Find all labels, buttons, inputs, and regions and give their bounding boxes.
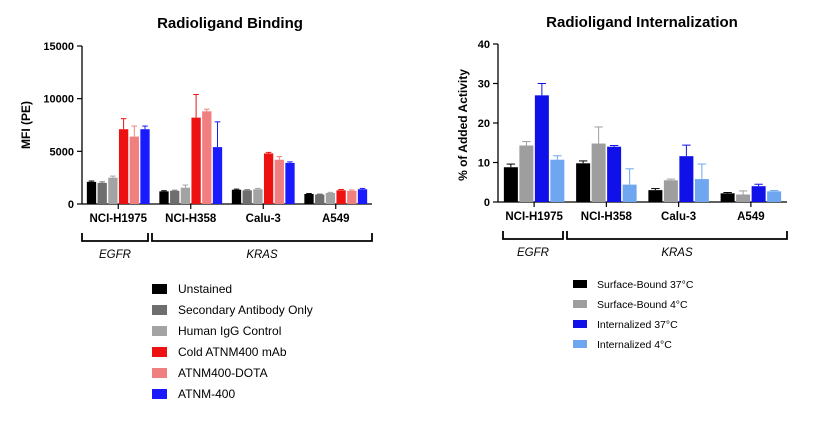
bar-nci-h358-s3 xyxy=(180,187,191,204)
y-tick-label: 5000 xyxy=(50,146,74,158)
y-tick-label: 15000 xyxy=(43,41,74,53)
bar-nci-h358-s2 xyxy=(170,190,180,204)
bar-a549-s4 xyxy=(767,191,782,202)
bar-nci-h358-s3 xyxy=(607,146,622,202)
chart-title: Radioligand Internalization xyxy=(546,14,738,31)
legend-label: Cold ATNM400 mAb xyxy=(178,345,287,359)
legend-label: Unstained xyxy=(178,282,232,296)
bar-nci-h1975-s2 xyxy=(519,145,534,202)
bar-a549-s4 xyxy=(336,190,346,204)
legend-label: Surface-Bound 4°C xyxy=(597,299,688,311)
bar-a549-s1 xyxy=(304,193,314,204)
legend-swatch xyxy=(152,368,167,378)
bar-nci-h1975-s2 xyxy=(97,182,107,204)
legend-label: Secondary Antibody Only xyxy=(178,303,313,317)
bar-nci-h358-s1 xyxy=(576,163,591,202)
bar-nci-h1975-s6 xyxy=(140,129,150,204)
group-bracket xyxy=(151,233,373,242)
y-tick-label: 0 xyxy=(68,199,74,211)
group-label: KRAS xyxy=(246,249,278,261)
bar-a549-s5 xyxy=(347,190,357,204)
y-tick-label: 30 xyxy=(478,79,490,91)
bar-calu-3-s2 xyxy=(242,190,252,204)
x-tick-label: NCI-H1975 xyxy=(89,213,147,225)
legend-swatch xyxy=(573,280,587,288)
x-tick-label: Calu-3 xyxy=(661,211,696,223)
bar-nci-h358-s4 xyxy=(622,184,637,202)
bar-nci-h1975-s3 xyxy=(108,177,118,204)
bar-nci-h1975-s5 xyxy=(129,136,139,204)
legend-label: ATNM400-DOTA xyxy=(178,366,268,380)
x-tick-label: NCI-H358 xyxy=(581,211,633,223)
bar-calu-3-s4 xyxy=(263,153,274,204)
bar-calu-3-s1 xyxy=(648,190,663,202)
bar-calu-3-s3 xyxy=(679,156,694,202)
group-bracket xyxy=(502,231,564,240)
bar-nci-h358-s4 xyxy=(191,117,201,204)
bar-nci-h358-s6 xyxy=(212,147,223,204)
bar-calu-3-s6 xyxy=(285,162,295,204)
legend-label: Surface-Bound 37°C xyxy=(597,279,694,291)
bar-nci-h1975-s3 xyxy=(534,95,549,202)
bar-calu-3-s2 xyxy=(663,180,678,202)
y-tick-label: 10000 xyxy=(43,94,74,106)
x-tick-label: A549 xyxy=(322,213,350,225)
y-axis-label: % of Added Activity xyxy=(456,69,470,181)
y-tick-label: 40 xyxy=(478,39,490,51)
bar-calu-3-s3 xyxy=(253,189,263,204)
bar-a549-s6 xyxy=(357,189,368,204)
group-label: KRAS xyxy=(661,247,693,259)
legend-swatch xyxy=(152,284,167,294)
bar-calu-3-s1 xyxy=(231,189,242,204)
bar-a549-s3 xyxy=(325,192,336,204)
x-tick-label: NCI-H358 xyxy=(165,213,217,225)
legend-swatch xyxy=(152,326,167,336)
legend-label: ATNM-400 xyxy=(178,387,235,401)
bar-nci-h1975-s4 xyxy=(118,129,129,204)
chart-1: Radioligand Binding MFI (PE) 0 5000 10000 150… xyxy=(19,15,373,401)
bar-calu-3-s5 xyxy=(274,159,284,204)
legend: Surface-Bound 37°C Surface-Bound 4°C Inter… xyxy=(573,279,694,351)
bar-nci-h1975-s4 xyxy=(550,159,565,202)
group-bracket xyxy=(81,233,149,242)
bar-a549-s1 xyxy=(720,193,735,202)
group-bracket xyxy=(566,231,788,240)
bar-nci-h358-s5 xyxy=(202,111,212,204)
bar-a549-s2 xyxy=(315,194,325,204)
bar-calu-3-s4 xyxy=(694,179,709,202)
chart-title: Radioligand Binding xyxy=(157,15,303,32)
y-tick-label: 0 xyxy=(484,197,490,209)
group-label: EGFR xyxy=(99,249,131,261)
legend-swatch xyxy=(573,300,587,308)
y-axis-label: MFI (PE) xyxy=(19,101,33,149)
legend-swatch xyxy=(573,340,587,348)
chart-2: Radioligand Internalization % of Added Ac… xyxy=(456,14,788,351)
y-tick-label: 10 xyxy=(478,158,490,170)
group-label: EGFR xyxy=(517,247,549,259)
legend-label: Internalized 4°C xyxy=(597,339,672,351)
legend-label: Human IgG Control xyxy=(178,324,281,338)
legend-swatch xyxy=(152,389,167,399)
bar-nci-h358-s2 xyxy=(591,143,606,202)
legend-swatch xyxy=(573,320,587,328)
x-tick-label: NCI-H1975 xyxy=(505,211,563,223)
legend-label: Internalized 37°C xyxy=(597,319,678,331)
y-tick-label: 20 xyxy=(478,118,490,130)
bar-a549-s2 xyxy=(736,194,751,202)
legend-swatch xyxy=(152,305,167,315)
bar-nci-h358-s1 xyxy=(159,191,169,204)
x-tick-label: Calu-3 xyxy=(246,213,281,225)
bar-nci-h1975-s1 xyxy=(503,167,518,202)
bar-a549-s3 xyxy=(751,186,766,202)
x-tick-label: A549 xyxy=(737,211,765,223)
legend-swatch xyxy=(152,347,167,357)
bar-nci-h1975-s1 xyxy=(86,181,97,204)
legend: Unstained Secondary Antibody Only Human Ig… xyxy=(152,282,313,401)
